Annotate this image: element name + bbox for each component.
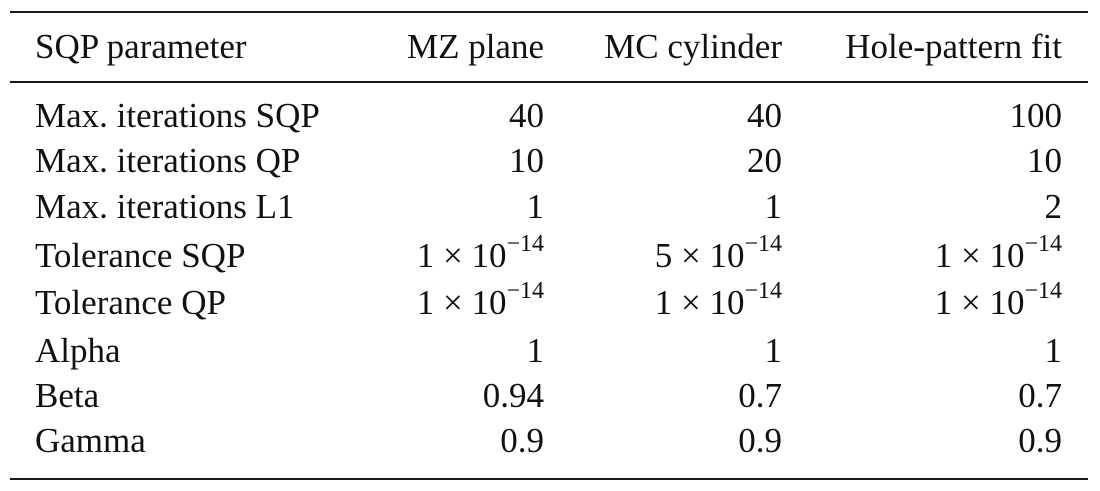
- row-label: Tolerance QP: [35, 283, 226, 322]
- cell-mc-cylinder: 20: [747, 141, 782, 180]
- row-label: Max. iterations QP: [35, 141, 301, 180]
- cell-hole-pattern-fit: 1 × 10−14: [934, 278, 1062, 322]
- top-rule: [10, 11, 1088, 13]
- cell-hole-pattern-fit: 1 × 10−14: [934, 231, 1062, 275]
- cell-hole-pattern-fit: 10: [1027, 141, 1062, 180]
- header-mz-plane: MZ plane: [406, 27, 544, 66]
- cell-mc-cylinder: 5 × 10−14: [654, 231, 782, 275]
- row-label: Max. iterations L1: [35, 187, 295, 226]
- row-label: Alpha: [35, 331, 121, 370]
- row-label: Beta: [35, 376, 100, 415]
- cell-mz-plane: 0.9: [500, 421, 544, 460]
- header-sqp-parameter: SQP parameter: [35, 27, 247, 66]
- cell-mc-cylinder: 1: [764, 331, 783, 370]
- cell-mc-cylinder: 1: [764, 187, 783, 226]
- cell-hole-pattern-fit: 1: [1044, 331, 1063, 370]
- cell-mc-cylinder: 0.7: [738, 376, 782, 415]
- cell-mz-plane: 10: [509, 141, 544, 180]
- cell-mz-plane: 1 × 10−14: [416, 278, 544, 322]
- bottom-rule: [10, 478, 1088, 480]
- cell-hole-pattern-fit: 0.9: [1018, 421, 1062, 460]
- header-rule: [10, 81, 1088, 83]
- cell-hole-pattern-fit: 100: [1009, 96, 1063, 135]
- cell-mz-plane: 1 × 10−14: [416, 231, 544, 275]
- row-label: Max. iterations SQP: [35, 96, 320, 135]
- cell-mz-plane: 1: [526, 331, 545, 370]
- row-label: Tolerance SQP: [35, 236, 246, 275]
- cell-mz-plane: 1: [526, 187, 545, 226]
- cell-mz-plane: 0.94: [482, 376, 544, 415]
- cell-mc-cylinder: 1 × 10−14: [654, 278, 782, 322]
- row-label: Gamma: [35, 421, 146, 460]
- header-mc-cylinder: MC cylinder: [604, 27, 782, 66]
- header-hole-pattern-fit: Hole-pattern fit: [845, 27, 1062, 66]
- cell-hole-pattern-fit: 0.7: [1018, 376, 1062, 415]
- cell-hole-pattern-fit: 2: [1044, 187, 1063, 226]
- cell-mz-plane: 40: [509, 96, 544, 135]
- cell-mc-cylinder: 0.9: [738, 421, 782, 460]
- cell-mc-cylinder: 40: [747, 96, 782, 135]
